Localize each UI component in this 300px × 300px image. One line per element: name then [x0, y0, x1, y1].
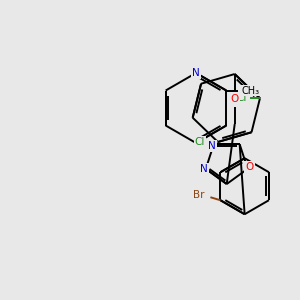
Text: O: O — [231, 94, 239, 104]
Text: N: N — [208, 141, 216, 151]
Text: N: N — [192, 68, 200, 78]
Text: Cl: Cl — [237, 93, 247, 103]
Text: O: O — [245, 162, 254, 172]
Text: Cl: Cl — [195, 137, 205, 147]
Text: Br: Br — [193, 190, 204, 200]
Text: N: N — [200, 164, 208, 174]
Text: CH₃: CH₃ — [241, 85, 260, 95]
